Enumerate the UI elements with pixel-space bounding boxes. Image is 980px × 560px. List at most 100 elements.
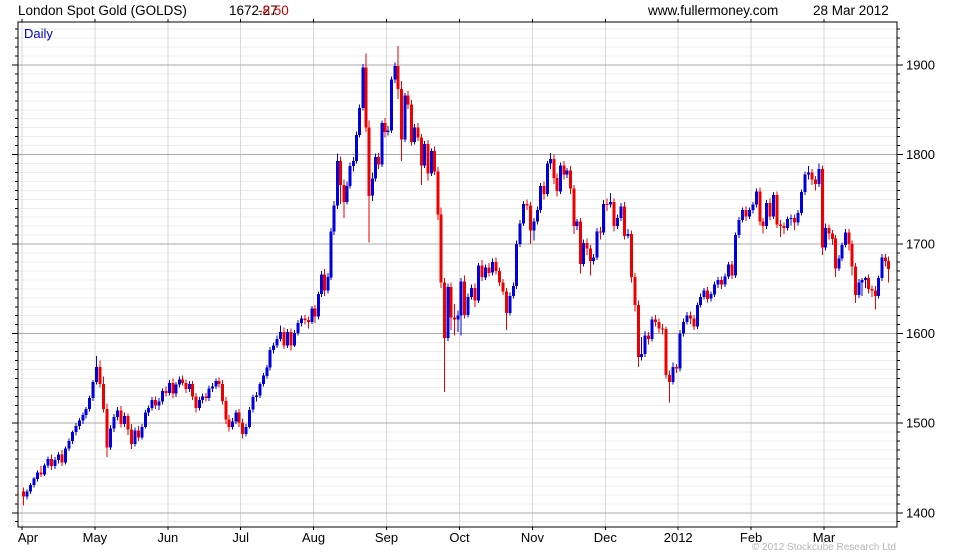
candle (504, 291, 508, 314)
candle (380, 123, 384, 165)
candle (171, 382, 175, 394)
candle (361, 67, 365, 108)
candle (265, 367, 269, 376)
candle (194, 396, 198, 408)
candle (796, 212, 800, 223)
candle (643, 335, 647, 355)
candle (247, 409, 251, 427)
candle (518, 223, 522, 245)
candle (817, 168, 821, 185)
candle (57, 454, 60, 460)
candle (150, 399, 154, 408)
svg-text:May: May (83, 530, 108, 545)
svg-text:Feb: Feb (740, 530, 762, 545)
candle (692, 318, 696, 327)
candle (129, 429, 133, 444)
candle (234, 412, 238, 422)
candle (443, 282, 446, 339)
svg-text:Jun: Jun (157, 530, 178, 545)
candle (569, 170, 572, 189)
candle (820, 168, 824, 248)
candle (640, 354, 644, 357)
candle (289, 331, 293, 346)
candle (406, 95, 410, 105)
svg-text:1700: 1700 (906, 237, 935, 252)
candle (105, 408, 109, 448)
candle (754, 191, 758, 205)
candle (396, 65, 400, 90)
candle (403, 95, 407, 140)
candle (439, 214, 443, 283)
candle (539, 185, 543, 211)
date-text: 28 Mar 2012 (813, 3, 889, 18)
candle (275, 339, 279, 346)
candle (562, 165, 566, 175)
candle (844, 232, 847, 245)
candle (32, 478, 36, 485)
candle (647, 335, 651, 339)
candle (197, 399, 201, 408)
candle (834, 238, 838, 269)
candle (494, 262, 498, 271)
candle (775, 194, 779, 225)
svg-text:1600: 1600 (906, 326, 935, 341)
candle (126, 416, 130, 430)
candle (786, 219, 789, 228)
candle (449, 287, 453, 318)
svg-text:Oct: Oct (449, 530, 470, 545)
candle (217, 381, 221, 384)
candle (605, 203, 609, 205)
candle (423, 143, 427, 166)
candle (300, 318, 303, 323)
candle (88, 398, 92, 409)
candle (244, 426, 248, 434)
candle (549, 159, 553, 164)
candle (789, 218, 793, 220)
candle (806, 172, 810, 175)
candle (419, 137, 423, 166)
candle (793, 218, 796, 223)
candle (532, 221, 536, 231)
candle (339, 160, 343, 185)
candle (572, 188, 576, 227)
candle (497, 271, 501, 283)
candle (688, 315, 692, 319)
candle (723, 276, 727, 285)
candle (668, 374, 671, 382)
candle (803, 174, 807, 193)
candle (661, 328, 665, 330)
candle (602, 203, 606, 233)
candle (615, 218, 619, 227)
candle (230, 421, 234, 427)
candle (681, 322, 685, 334)
candle (737, 219, 741, 236)
candle (765, 202, 769, 227)
candle (511, 286, 515, 297)
candle (768, 202, 772, 217)
candle (335, 160, 339, 206)
candle (191, 383, 195, 397)
candle (433, 151, 437, 172)
candle (348, 166, 352, 186)
candle (515, 244, 519, 287)
candle (53, 459, 57, 467)
candle (678, 333, 682, 369)
candle (293, 332, 296, 346)
candle (207, 388, 211, 399)
grid-minor-lines (18, 28, 897, 523)
candle (619, 206, 623, 219)
candle (147, 408, 151, 413)
candle (367, 127, 371, 196)
candle (413, 127, 417, 142)
candle (22, 491, 26, 497)
candle (241, 422, 244, 434)
candle (187, 383, 191, 390)
candle (761, 221, 765, 227)
candle (370, 178, 374, 196)
candle (81, 415, 85, 421)
candle (824, 228, 828, 248)
candle (177, 379, 181, 385)
candle (140, 426, 144, 438)
candle (316, 294, 320, 317)
